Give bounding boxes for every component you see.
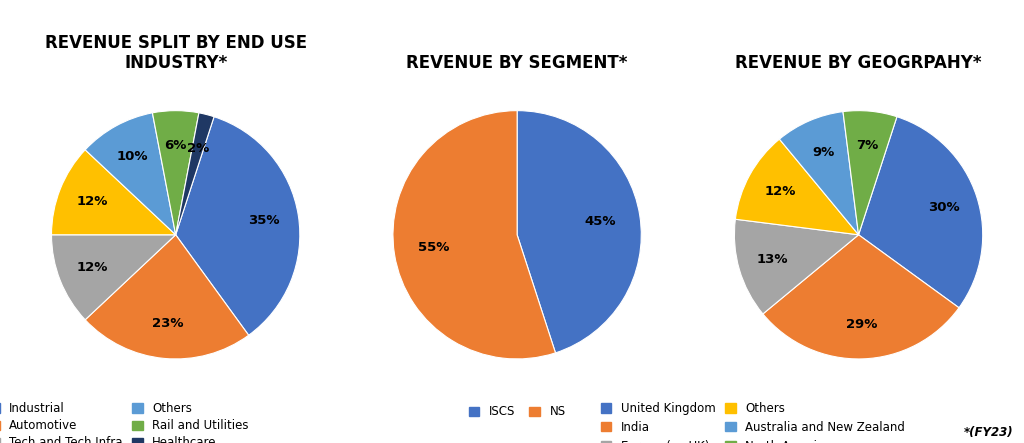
Text: 10%: 10% [117, 150, 148, 163]
Text: 7%: 7% [856, 139, 879, 152]
Wedge shape [734, 219, 858, 314]
Text: 12%: 12% [77, 195, 109, 208]
Wedge shape [393, 111, 555, 359]
Wedge shape [176, 113, 214, 235]
Text: 55%: 55% [418, 241, 450, 254]
Text: 45%: 45% [585, 215, 616, 228]
Text: 12%: 12% [765, 185, 796, 198]
Text: 35%: 35% [248, 214, 280, 227]
Text: 12%: 12% [77, 261, 109, 274]
Wedge shape [763, 235, 959, 359]
Legend: United Kingdom, India, Europe (ex UK), Others, Australia and New Zealand, North : United Kingdom, India, Europe (ex UK), O… [601, 402, 905, 443]
Wedge shape [858, 117, 983, 308]
Wedge shape [779, 112, 858, 235]
Title: REVENUE BY SEGMENT*: REVENUE BY SEGMENT* [407, 54, 628, 73]
Wedge shape [85, 235, 249, 359]
Wedge shape [735, 139, 858, 235]
Text: *(FY23): *(FY23) [965, 426, 1014, 439]
Text: 13%: 13% [757, 253, 788, 266]
Text: 29%: 29% [846, 318, 877, 330]
Text: 2%: 2% [186, 142, 209, 155]
Text: 23%: 23% [152, 317, 183, 330]
Wedge shape [843, 111, 897, 235]
Legend: ISCS, NS: ISCS, NS [469, 405, 565, 418]
Wedge shape [51, 150, 176, 235]
Title: REVENUE BY GEOGRPAHY*: REVENUE BY GEOGRPAHY* [735, 54, 982, 73]
Wedge shape [153, 111, 199, 235]
Wedge shape [85, 113, 176, 235]
Text: 6%: 6% [165, 139, 186, 152]
Title: REVENUE SPLIT BY END USE
INDUSTRY*: REVENUE SPLIT BY END USE INDUSTRY* [45, 34, 307, 73]
Text: 9%: 9% [812, 146, 835, 159]
Wedge shape [176, 117, 300, 335]
Text: 30%: 30% [928, 201, 959, 214]
Legend: Industrial, Automotive, Tech and Tech Infra, Consumer, Others, Rail and Utilitie: Industrial, Automotive, Tech and Tech In… [0, 402, 249, 443]
Wedge shape [51, 235, 176, 320]
Wedge shape [517, 111, 641, 353]
